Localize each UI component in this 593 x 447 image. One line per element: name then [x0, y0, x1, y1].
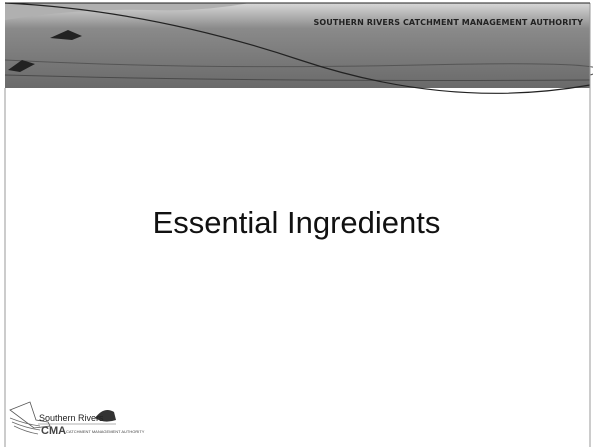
logo-name: Southern Rivers	[39, 413, 104, 423]
logo-waves	[10, 418, 40, 434]
banner-text: SOUTHERN RIVERS CATCHMENT MANAGEMENT AUT…	[314, 18, 583, 27]
logo-tagline: CATCHMENT MANAGEMENT AUTHORITY	[66, 429, 144, 434]
banner-image	[5, 3, 590, 88]
slide: SOUTHERN RIVERS CATCHMENT MANAGEMENT AUT…	[0, 0, 593, 447]
slide-title: Essential Ingredients	[0, 205, 593, 241]
page: SOUTHERN RIVERS CATCHMENT MANAGEMENT AUT…	[0, 0, 593, 447]
logo-abbreviation: CMA	[41, 425, 66, 437]
